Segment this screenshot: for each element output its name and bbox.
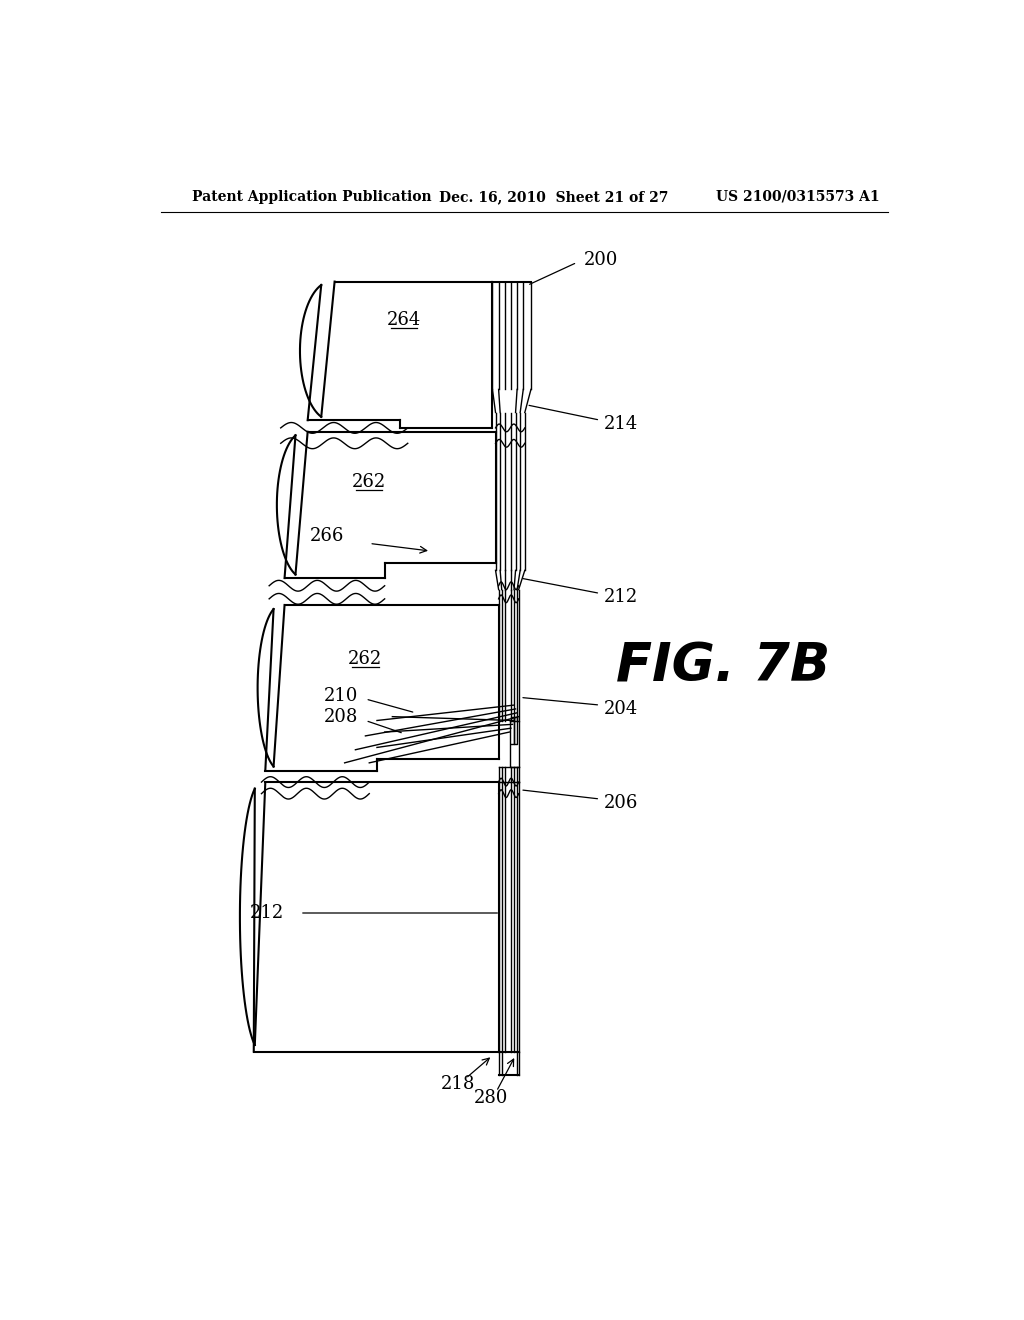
Text: 266: 266 xyxy=(309,527,344,545)
Text: 280: 280 xyxy=(474,1089,508,1106)
Text: US 2100/0315573 A1: US 2100/0315573 A1 xyxy=(716,190,880,203)
Text: 206: 206 xyxy=(604,793,639,812)
Text: 218: 218 xyxy=(440,1074,475,1093)
Text: 212: 212 xyxy=(604,589,638,606)
Text: 262: 262 xyxy=(348,649,383,668)
Text: 214: 214 xyxy=(604,414,638,433)
Text: 262: 262 xyxy=(352,473,386,491)
Text: 212: 212 xyxy=(250,904,285,921)
Text: Patent Application Publication: Patent Application Publication xyxy=(193,190,432,203)
Text: 208: 208 xyxy=(324,709,357,726)
Text: 210: 210 xyxy=(324,686,357,705)
Text: 200: 200 xyxy=(584,251,617,269)
Text: 204: 204 xyxy=(604,700,638,718)
Text: Dec. 16, 2010  Sheet 21 of 27: Dec. 16, 2010 Sheet 21 of 27 xyxy=(438,190,668,203)
Text: FIG. 7B: FIG. 7B xyxy=(616,640,830,693)
Text: 264: 264 xyxy=(387,312,421,329)
